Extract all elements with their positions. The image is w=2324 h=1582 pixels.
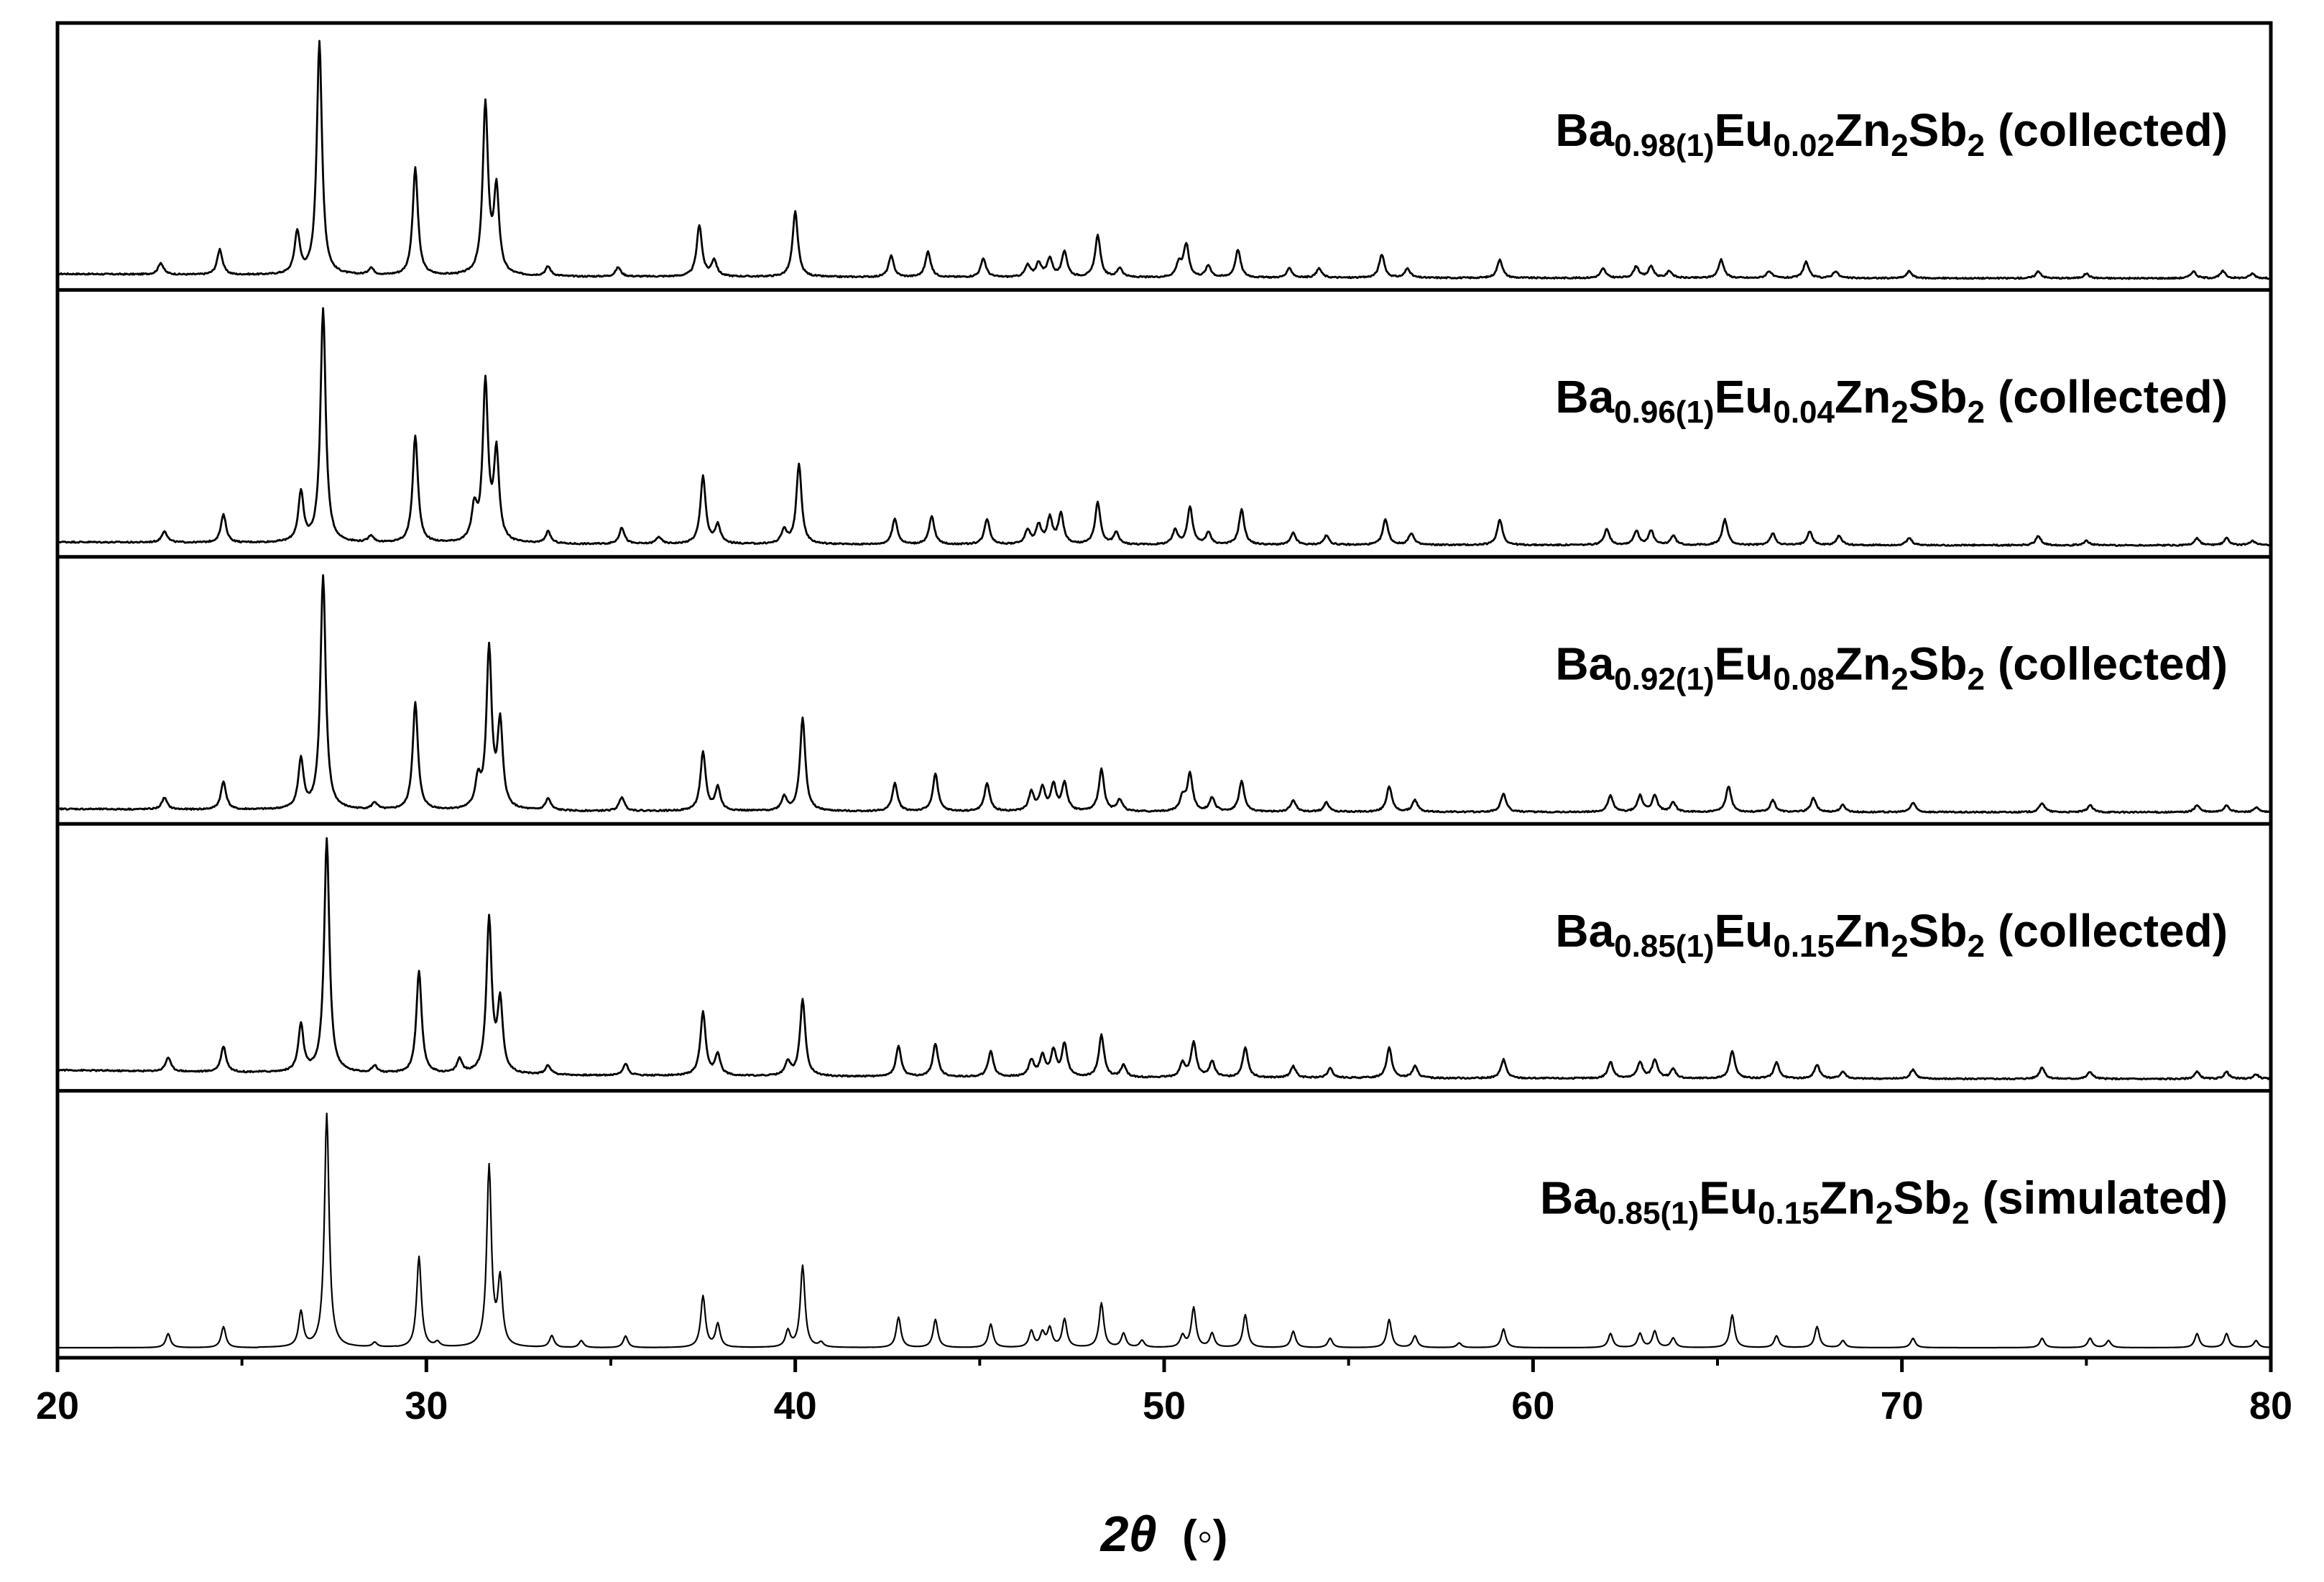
label-subscript: 2 <box>1876 1195 1893 1231</box>
label-element: Zn <box>1835 104 1891 156</box>
panel-label: Ba0.96(1)Eu0.04Zn2Sb2 (collected) <box>1555 371 2228 430</box>
x-axis-unit: (◦) <box>1182 1512 1227 1561</box>
label-subscript: 0.02 <box>1773 128 1835 163</box>
label-subscript: 2 <box>1967 128 1984 163</box>
panel-label: Ba0.98(1)Eu0.02Zn2Sb2 (collected) <box>1555 104 2228 163</box>
x-tick-label: 30 <box>405 1384 448 1427</box>
label-element: Zn <box>1835 371 1891 423</box>
label-element: Eu <box>1715 371 1774 423</box>
xrd-pattern-line <box>57 1112 2272 1349</box>
panel-label: Ba0.85(1)Eu0.15Zn2Sb2 (collected) <box>1555 905 2228 964</box>
panel-label: Ba0.85(1)Eu0.15Zn2Sb2 (simulated) <box>1540 1172 2228 1231</box>
panel-5: Ba0.85(1)Eu0.15Zn2Sb2 (simulated) <box>57 1089 2272 1349</box>
label-note: (collected) <box>1998 638 2228 690</box>
label-subscript: 2 <box>1891 662 1908 697</box>
label-element: Eu <box>1699 1172 1758 1223</box>
label-note: (collected) <box>1998 371 2228 423</box>
xrd-pattern-line <box>57 307 2272 547</box>
xrd-pattern-line <box>57 40 2272 280</box>
panel-2: Ba0.96(1)Eu0.04Zn2Sb2 (collected) <box>57 288 2272 547</box>
label-subscript: 2 <box>1891 929 1908 964</box>
panel-label: Ba0.92(1)Eu0.08Zn2Sb2 (collected) <box>1555 638 2228 697</box>
panel-3: Ba0.92(1)Eu0.08Zn2Sb2 (collected) <box>57 555 2272 814</box>
label-element: Sb <box>1909 638 1968 690</box>
x-tick-label: 60 <box>1511 1384 1554 1427</box>
label-element: Sb <box>1893 1172 1952 1223</box>
label-subscript: 0.15 <box>1773 929 1835 964</box>
label-subscript: 0.96(1) <box>1614 395 1714 430</box>
label-subscript: 0.04 <box>1773 395 1835 430</box>
x-tick-label: 20 <box>36 1384 79 1427</box>
panel-1: Ba0.98(1)Eu0.02Zn2Sb2 (collected) <box>57 40 2272 280</box>
label-element: Ba <box>1555 104 1614 156</box>
label-note: (collected) <box>1998 905 2228 957</box>
label-subscript: 0.85(1) <box>1599 1195 1699 1231</box>
label-element: Ba <box>1555 638 1614 690</box>
label-subscript: 0.98(1) <box>1614 128 1714 163</box>
label-subscript: 2 <box>1952 1195 1969 1231</box>
xrd-pattern-line <box>57 574 2272 814</box>
label-subscript: 2 <box>1967 395 1984 430</box>
label-element: Zn <box>1820 1172 1876 1223</box>
x-tick-label: 40 <box>774 1384 817 1427</box>
plot-frame <box>55 21 2273 1360</box>
x-tick-label: 70 <box>1881 1384 1924 1427</box>
label-element: Ba <box>1555 905 1614 957</box>
label-element: Eu <box>1715 104 1774 156</box>
x-tick-label: 50 <box>1143 1384 1186 1427</box>
label-element: Ba <box>1555 371 1614 423</box>
label-subscript: 0.15 <box>1758 1195 1820 1231</box>
chart-panels: Ba0.98(1)Eu0.02Zn2Sb2 (collected)Ba0.96(1… <box>56 40 2272 1349</box>
panel-4: Ba0.85(1)Eu0.15Zn2Sb2 (collected) <box>56 822 2272 1081</box>
label-element: Sb <box>1909 371 1968 423</box>
label-subscript: 2 <box>1891 128 1908 163</box>
x-axis: 20 30 40 50 60 70 80 <box>36 1358 2292 1427</box>
label-note: (collected) <box>1998 104 2228 156</box>
x-tick-label: 80 <box>2249 1384 2292 1427</box>
x-axis-symbol: 2θ <box>1099 1506 1157 1562</box>
label-subscript: 0.85(1) <box>1614 929 1714 964</box>
label-subscript: 0.92(1) <box>1614 662 1714 697</box>
label-element: Eu <box>1715 905 1774 957</box>
label-subscript: 0.08 <box>1773 662 1835 697</box>
label-element: Eu <box>1715 638 1774 690</box>
label-element: Sb <box>1909 905 1968 957</box>
label-note: (simulated) <box>1983 1172 2228 1223</box>
label-element: Sb <box>1909 104 1968 156</box>
label-element: Ba <box>1540 1172 1599 1223</box>
label-element: Zn <box>1835 638 1891 690</box>
label-subscript: 2 <box>1967 662 1984 697</box>
x-axis-title: 2θ (◦) <box>1099 1506 1228 1562</box>
label-element: Zn <box>1835 905 1891 957</box>
label-subscript: 2 <box>1967 929 1984 964</box>
xrd-pattern-line <box>56 837 2272 1081</box>
label-subscript: 2 <box>1891 395 1908 430</box>
